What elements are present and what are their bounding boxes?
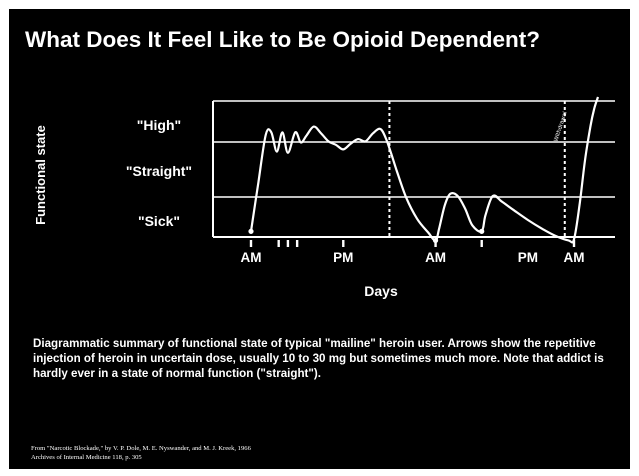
- level-labels: "High" "Straight" "Sick": [126, 117, 192, 229]
- slide: What Does It Feel Like to Be Opioid Depe…: [9, 9, 630, 469]
- y-axis-label: Functional state: [33, 125, 48, 225]
- x-axis-ticks: AM PM AM PM AM: [241, 240, 585, 265]
- source-citation: From "Narcotic Blockade," by V. P. Dole,…: [31, 444, 451, 462]
- chart-frame: [212, 100, 615, 238]
- series-line-1: [249, 96, 600, 244]
- x-axis-label: Days: [364, 283, 398, 299]
- chart-series: Withdrawal: [248, 96, 600, 244]
- level-label-1: "High": [137, 117, 181, 133]
- injection-point-3: [479, 228, 485, 234]
- x-tick-label-1: AM: [241, 250, 262, 265]
- slide-title: What Does It Feel Like to Be Opioid Depe…: [25, 27, 541, 52]
- source-line-2: Archives of Internal Medicine 118, p. 30…: [31, 454, 142, 461]
- curve-annotation-label: Withdrawal: [553, 111, 568, 143]
- x-tick-label-3: AM: [425, 250, 446, 265]
- level-label-2: "Straight": [126, 163, 192, 179]
- x-tick-label-2: PM: [333, 250, 353, 265]
- injection-point-1: [248, 228, 254, 234]
- x-tick-label-4: PM: [518, 250, 538, 265]
- x-tick-label-5: AM: [564, 250, 585, 265]
- level-label-3: "Sick": [138, 213, 180, 229]
- chart-caption: Diagrammatic summary of functional state…: [33, 337, 604, 380]
- source-line-1: From "Narcotic Blockade," by V. P. Dole,…: [31, 445, 251, 452]
- injection-point-2: [432, 237, 439, 244]
- functional-state-chart: "High" "Straight" "Sick" AM PM AM PM AM Withdr…: [33, 96, 615, 299]
